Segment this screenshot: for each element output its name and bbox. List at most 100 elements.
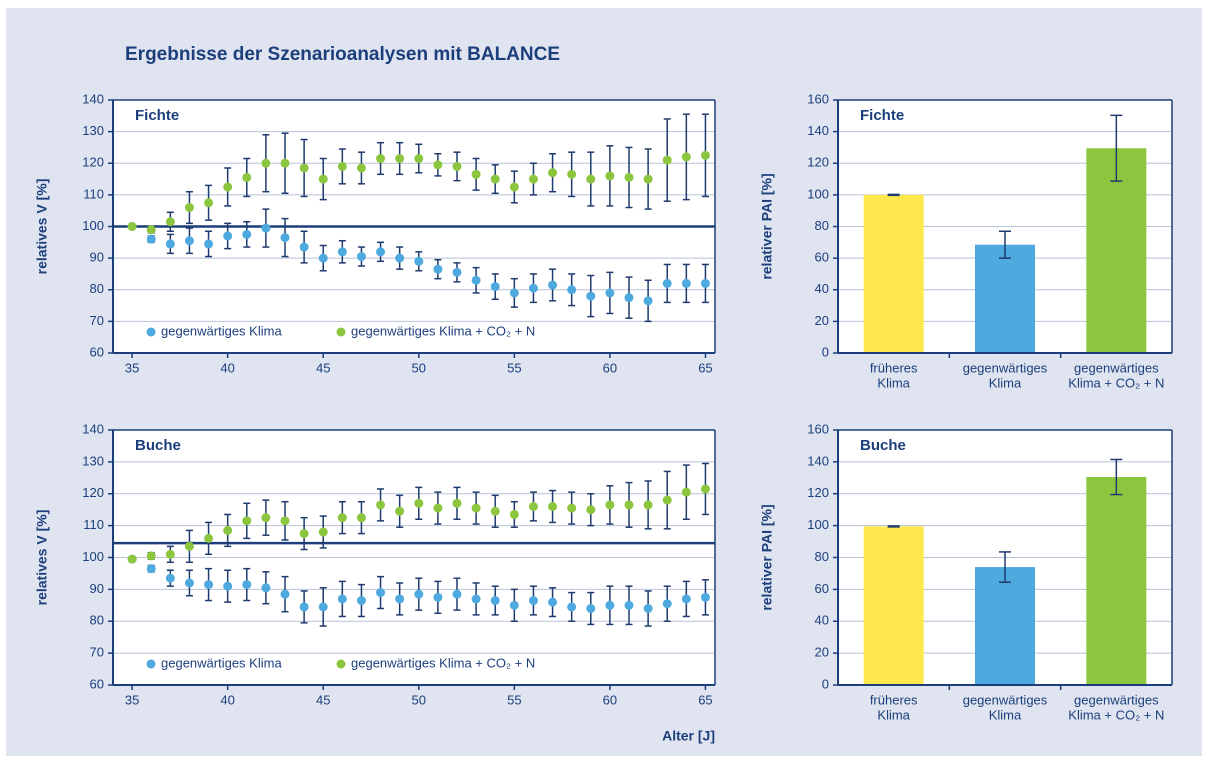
point [662, 495, 672, 505]
point [242, 172, 252, 182]
point [643, 604, 653, 613]
point [681, 278, 691, 288]
point [414, 589, 424, 599]
point [261, 158, 271, 168]
point [356, 252, 366, 262]
x-tick-label: 50 [412, 692, 426, 707]
point [318, 527, 328, 537]
point [414, 154, 424, 164]
point [414, 498, 424, 508]
point [586, 505, 596, 515]
point [643, 174, 653, 184]
x-tick-label: 35 [125, 360, 139, 375]
error-bar [887, 193, 900, 197]
point [280, 516, 290, 526]
x-tick-label: 55 [507, 692, 521, 707]
point [624, 500, 634, 510]
point [490, 174, 500, 184]
bar [1086, 148, 1147, 353]
point [184, 541, 194, 551]
x-tick-label: 60 [603, 360, 617, 375]
point [127, 554, 137, 564]
legend-label: gegenwärtiges Klima + CO₂ + N [351, 655, 535, 670]
y-tick-label: 140 [82, 91, 104, 106]
point [700, 484, 710, 494]
point [509, 182, 519, 192]
point [548, 168, 558, 178]
point [528, 502, 538, 511]
page-title: Ergebnisse der Szenarioanalysen mit BALA… [125, 44, 560, 65]
x-tick-label: gegenwärtiges [1074, 692, 1159, 707]
point [528, 596, 538, 606]
y-axis-label: relatives V [%] [34, 510, 50, 606]
y-tick-label: 120 [82, 485, 104, 500]
y-tick-label: 120 [807, 155, 829, 170]
point [643, 500, 653, 510]
x-axis-label: Alter [J] [662, 728, 715, 744]
legend-marker [336, 659, 346, 669]
point [605, 171, 615, 181]
point [586, 291, 596, 301]
point [299, 163, 309, 173]
y-tick-label: 160 [807, 421, 829, 436]
point [376, 154, 386, 164]
x-tick-label: 55 [507, 360, 521, 375]
point [280, 589, 290, 599]
point [318, 253, 328, 263]
error-bar [999, 551, 1011, 583]
bar [975, 567, 1035, 685]
x-tick-label: gegenwärtiges [1074, 360, 1159, 375]
point [242, 516, 252, 526]
panel-title: Buche [135, 437, 181, 454]
point [165, 573, 175, 583]
y-tick-label: 100 [807, 186, 829, 201]
point [242, 229, 252, 239]
point [643, 296, 653, 306]
panel-title: Fichte [135, 107, 179, 124]
y-tick-label: 0 [822, 344, 829, 359]
point [605, 288, 615, 298]
y-axis-label: relatives V [%] [34, 179, 50, 275]
point [509, 509, 519, 519]
point [395, 154, 405, 164]
point [452, 267, 462, 277]
point [223, 231, 233, 241]
x-tick-label: Klima + CO₂ + N [1068, 375, 1164, 390]
point [299, 529, 309, 539]
legend-marker [146, 327, 156, 337]
point [605, 500, 615, 510]
point [318, 174, 328, 184]
point [624, 293, 634, 303]
y-tick-label: 110 [83, 186, 104, 201]
x-tick-label: 60 [603, 692, 617, 707]
y-tick-label: 140 [82, 421, 104, 436]
point [700, 278, 710, 288]
y-tick-label: 60 [815, 250, 829, 265]
y-tick-label: 100 [82, 549, 104, 564]
y-tick-label: 160 [807, 91, 829, 106]
point [681, 487, 691, 497]
point [376, 500, 386, 510]
point [471, 275, 481, 285]
y-tick-label: 0 [822, 676, 829, 691]
legend-marker [336, 327, 346, 337]
point [146, 225, 156, 235]
point [452, 589, 462, 599]
point [681, 152, 691, 162]
y-tick-label: 80 [90, 613, 104, 628]
point [452, 498, 462, 508]
point [433, 503, 443, 513]
point [204, 239, 214, 249]
x-tick-label: 35 [125, 692, 139, 707]
legend-label: gegenwärtiges Klima + CO₂ + N [351, 323, 535, 338]
point [490, 596, 500, 606]
point [280, 158, 290, 168]
point [165, 239, 175, 249]
point [165, 549, 175, 559]
point [586, 174, 596, 184]
x-tick-label: früheres [870, 360, 918, 375]
y-tick-label: 120 [807, 485, 829, 500]
point [567, 503, 577, 513]
point [127, 222, 137, 231]
point [624, 172, 634, 182]
